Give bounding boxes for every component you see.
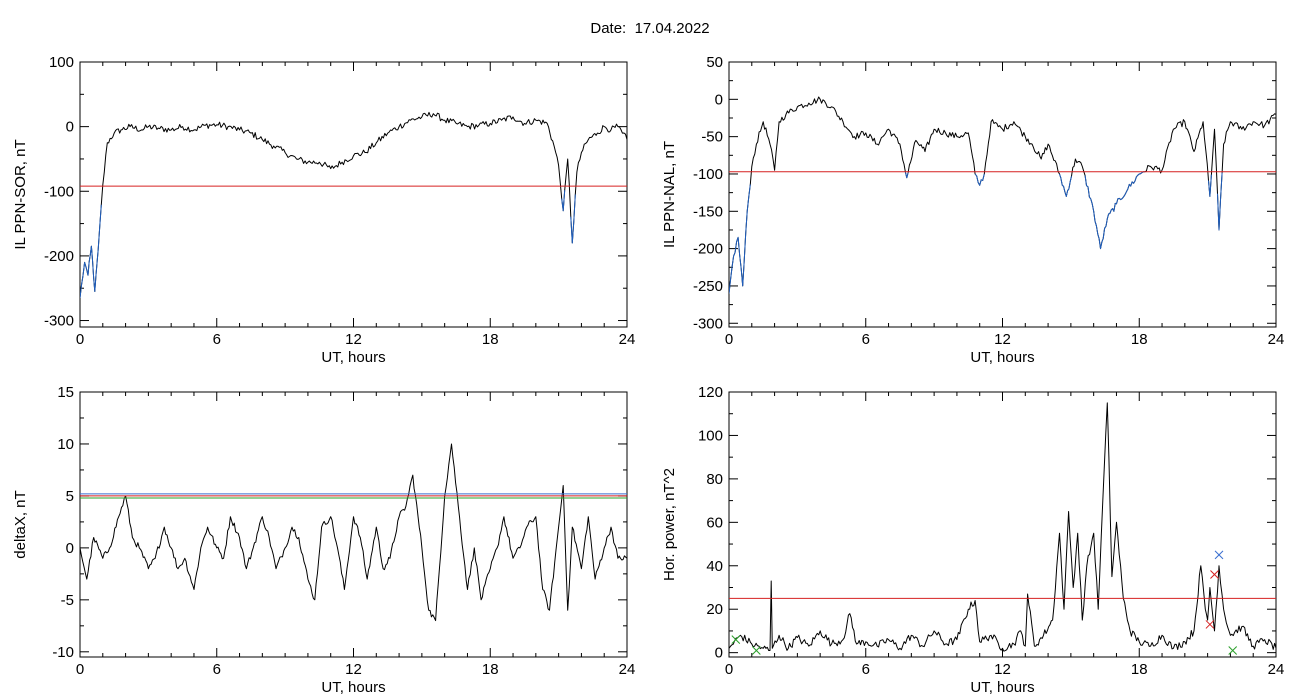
plot-area xyxy=(729,96,1276,294)
y-axis-label: Hor. power, nT^2 xyxy=(661,468,678,581)
y-tick-label: -150 xyxy=(693,203,723,220)
y-tick-label: 80 xyxy=(706,471,723,488)
y-tick-label: 100 xyxy=(49,54,74,71)
x-tick-label: 12 xyxy=(345,331,362,348)
plot-frame xyxy=(79,61,628,328)
y-tick-label: -5 xyxy=(61,592,74,609)
plot-frame xyxy=(728,391,1277,658)
y-tick-label: -10 xyxy=(52,644,74,661)
x-tick-label: 12 xyxy=(994,331,1011,348)
x-tick-label: 6 xyxy=(862,661,870,678)
marker-green-x xyxy=(751,646,761,655)
data-series-line xyxy=(80,111,627,298)
x-tick-label: 12 xyxy=(345,661,362,678)
y-axis-label: IL PPN-SOR, nT xyxy=(12,139,29,249)
y-tick-label: 15 xyxy=(57,384,74,401)
x-tick-label: 24 xyxy=(619,331,636,348)
x-axis-label: UT, hours xyxy=(321,679,385,696)
marker-green-x xyxy=(1228,646,1238,655)
y-tick-label: -250 xyxy=(693,278,723,295)
marker-stroke xyxy=(1205,620,1215,629)
y-tick-label: -200 xyxy=(693,241,723,258)
y-tick-label: 5 xyxy=(66,488,74,505)
x-tick-label: 12 xyxy=(994,661,1011,678)
x-tick-label: 24 xyxy=(1268,331,1285,348)
plot-frame xyxy=(728,61,1277,328)
x-tick-label: 6 xyxy=(862,331,870,348)
marker-red-x xyxy=(1205,620,1215,629)
y-tick-label: 0 xyxy=(715,91,723,108)
below-threshold-segment xyxy=(1059,173,1072,197)
x-tick-label: 24 xyxy=(1268,661,1285,678)
y-tick-label: 50 xyxy=(706,54,723,71)
plot-frame xyxy=(79,391,628,658)
y-tick-label: -300 xyxy=(44,313,74,330)
marker-red-x xyxy=(1210,570,1219,579)
y-tick-label: -50 xyxy=(701,129,723,146)
plot-area xyxy=(80,443,627,622)
x-tick-label: 0 xyxy=(725,661,733,678)
y-tick-label: -100 xyxy=(44,183,74,200)
x-tick-label: 6 xyxy=(213,331,221,348)
x-tick-label: 0 xyxy=(76,661,84,678)
marker-stroke xyxy=(1214,550,1224,560)
date-value: 17.04.2022 xyxy=(634,20,710,37)
x-tick-label: 18 xyxy=(482,661,499,678)
below-threshold-segment xyxy=(570,194,576,244)
x-tick-label: 0 xyxy=(76,331,84,348)
below-threshold-segment xyxy=(729,184,751,294)
y-tick-label: 40 xyxy=(706,558,723,575)
below-threshold-segment xyxy=(1217,172,1223,231)
data-series-line xyxy=(729,402,1276,652)
y-tick-label: 100 xyxy=(698,427,723,444)
y-axis-label: deltaX, nT xyxy=(12,490,29,558)
figure-date: Date: 17.04.2022 xyxy=(0,20,1300,37)
x-tick-label: 24 xyxy=(619,661,636,678)
marker-stroke xyxy=(751,646,761,655)
marker-green-x xyxy=(731,635,741,644)
below-threshold-segment xyxy=(1084,171,1145,250)
marker-stroke xyxy=(1228,646,1238,655)
x-tick-label: 18 xyxy=(482,331,499,348)
x-tick-label: 18 xyxy=(1131,661,1148,678)
below-threshold-segment xyxy=(561,190,566,212)
chart-panel-1: 0 6 12 18 24 -300 -200 -100 0 100 UT, hours IL PPN-… xyxy=(12,54,635,366)
y-tick-label: 10 xyxy=(57,436,74,453)
x-tick-label: 18 xyxy=(1131,331,1148,348)
chart-panel-4: 0 6 12 18 24 0 20 40 60 80 100 120 UT, hours Hor. pow… xyxy=(661,384,1284,696)
y-tick-label: 0 xyxy=(715,645,723,662)
y-tick-label: 60 xyxy=(706,514,723,531)
y-tick-label: 0 xyxy=(66,119,74,136)
plot-area xyxy=(80,111,627,298)
y-axis-label: IL PPN-NAL, nT xyxy=(661,141,678,248)
y-tick-label: 120 xyxy=(698,384,723,401)
y-tick-label: 0 xyxy=(66,540,74,557)
marker-stroke xyxy=(731,635,741,644)
below-threshold-segment xyxy=(904,172,909,179)
x-tick-label: 6 xyxy=(213,661,221,678)
marker-blue-x xyxy=(1214,550,1224,560)
y-tick-label: -200 xyxy=(44,248,74,265)
chart-panel-2: 0 6 12 18 24 -300 -250 -200 -150 -100 -50 0 50 UT, ho… xyxy=(661,54,1284,366)
data-series-line xyxy=(80,443,627,622)
below-threshold-segment xyxy=(1208,174,1212,197)
y-tick-label: 20 xyxy=(706,601,723,618)
data-series-line xyxy=(729,96,1276,294)
marker-stroke xyxy=(1210,570,1219,579)
y-tick-label: -100 xyxy=(693,166,723,183)
date-label: Date: xyxy=(590,20,627,37)
x-tick-label: 0 xyxy=(725,331,733,348)
below-threshold-segment xyxy=(974,173,985,186)
y-tick-label: -300 xyxy=(693,315,723,332)
chart-panel-3: 0 6 12 18 24 -10 -5 0 5 10 15 UT, hours deltaX, nT xyxy=(12,384,635,696)
x-axis-label: UT, hours xyxy=(970,349,1034,366)
x-axis-label: UT, hours xyxy=(970,679,1034,696)
x-axis-label: UT, hours xyxy=(321,349,385,366)
below-threshold-segment xyxy=(80,204,102,298)
plot-area xyxy=(729,402,1276,655)
